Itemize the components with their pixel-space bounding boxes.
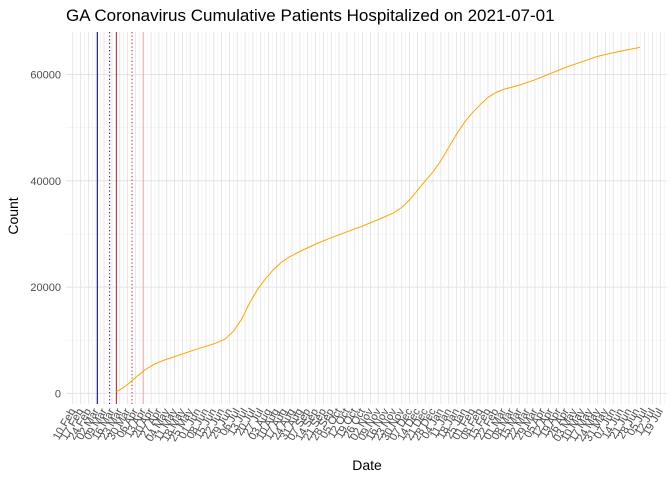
y-tick-label: 20000 [30,282,61,294]
y-tick-label: 0 [55,388,61,400]
reference-lines [96,32,144,404]
y-tick-label: 60000 [30,70,61,82]
y-tick-labels: 0 20000 40000 60000 [30,70,61,401]
series-line-1 [116,46,641,393]
grid-layer [66,32,667,404]
y-tick-label: 40000 [30,176,61,188]
y-axis-title: Count [5,197,21,234]
x-axis-title: Date [352,457,382,473]
chart-title: GA Coronavirus Cumulative Patients Hospi… [66,6,555,25]
series-layer [116,46,641,393]
